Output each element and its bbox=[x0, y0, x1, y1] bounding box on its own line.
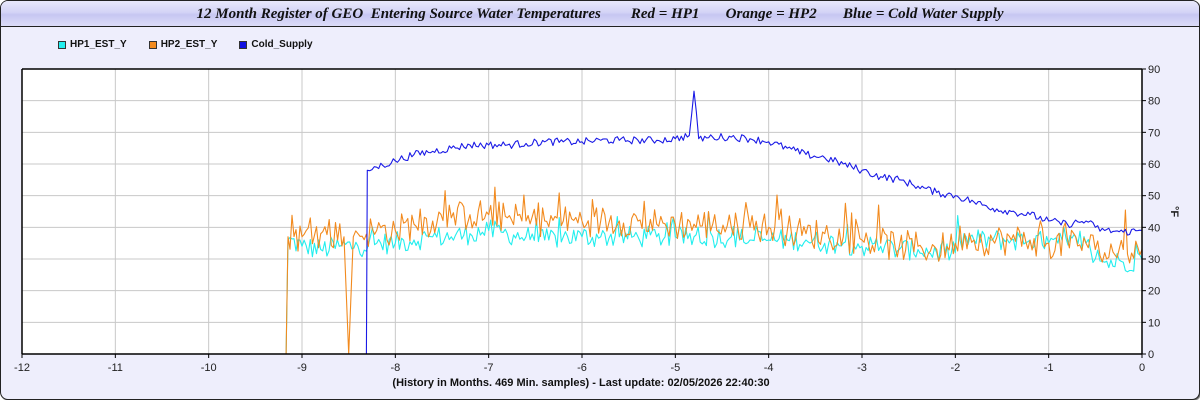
y-tick-label: 40 bbox=[1148, 222, 1160, 234]
tick-labels: -12 -11 -10 -9 -8 -7 -6 -5 -4 -3 -2 -1 0010203040506… bbox=[14, 64, 1160, 374]
legend-item-hp1[interactable]: HP1_EST_Y bbox=[58, 39, 127, 50]
legend-swatch-cold-supply bbox=[239, 40, 248, 49]
x-tick-label: -6 bbox=[577, 362, 587, 374]
x-tick-label: -2 bbox=[950, 362, 960, 374]
legend-item-cold-supply[interactable]: Cold_Supply bbox=[239, 39, 313, 50]
y-tick-label: 60 bbox=[1148, 159, 1160, 171]
x-tick-label: -5 bbox=[670, 362, 680, 374]
y-tick-label: 30 bbox=[1148, 254, 1160, 266]
x-tick-label: -10 bbox=[201, 362, 217, 374]
y-tick-label: 70 bbox=[1148, 127, 1160, 139]
legend-swatch-hp1 bbox=[58, 40, 66, 49]
legend-label-hp2: HP2_EST_Y bbox=[160, 39, 218, 50]
legend-label-hp1: HP1_EST_Y bbox=[70, 39, 127, 50]
x-tick-label: -3 bbox=[857, 362, 867, 374]
x-tick-label: -12 bbox=[14, 362, 30, 374]
legend: HP1_EST_Y HP2_EST_Y Cold_Supply bbox=[58, 39, 335, 50]
x-tick-label: -8 bbox=[390, 362, 400, 374]
y-tick-label: 10 bbox=[1148, 317, 1160, 329]
x-tick-label: -11 bbox=[108, 362, 123, 374]
y-tick-label: 50 bbox=[1148, 191, 1160, 203]
x-axis-label: (History in Months. 469 Min. samples) - … bbox=[392, 377, 770, 389]
series-line-cold_supply bbox=[365, 90, 1143, 355]
chart-title: 12 Month Register of GEO Entering Source… bbox=[196, 6, 1004, 22]
legend-swatch-hp2 bbox=[148, 40, 157, 49]
legend-item-hp2[interactable]: HP2_EST_Y bbox=[148, 39, 218, 50]
legend-label-cold-supply: Cold_Supply bbox=[251, 39, 313, 50]
x-tick-label: -9 bbox=[297, 362, 307, 374]
y-tick-label: 80 bbox=[1148, 96, 1160, 108]
y-tick-label: 90 bbox=[1148, 64, 1160, 76]
x-tick-label: -4 bbox=[764, 362, 774, 374]
y-axis-label: °F bbox=[1168, 206, 1180, 217]
title-bar: 12 Month Register of GEO Entering Source… bbox=[1, 1, 1199, 27]
y-tick-label: 20 bbox=[1148, 286, 1160, 298]
series-line-hp2_est_y bbox=[285, 186, 1143, 355]
x-tick-label: 0 bbox=[1139, 362, 1145, 374]
series-lines bbox=[285, 90, 1143, 355]
x-tick-label: -1 bbox=[1044, 362, 1054, 374]
x-tick-label: -7 bbox=[484, 362, 494, 374]
y-tick-label: 0 bbox=[1148, 349, 1154, 361]
